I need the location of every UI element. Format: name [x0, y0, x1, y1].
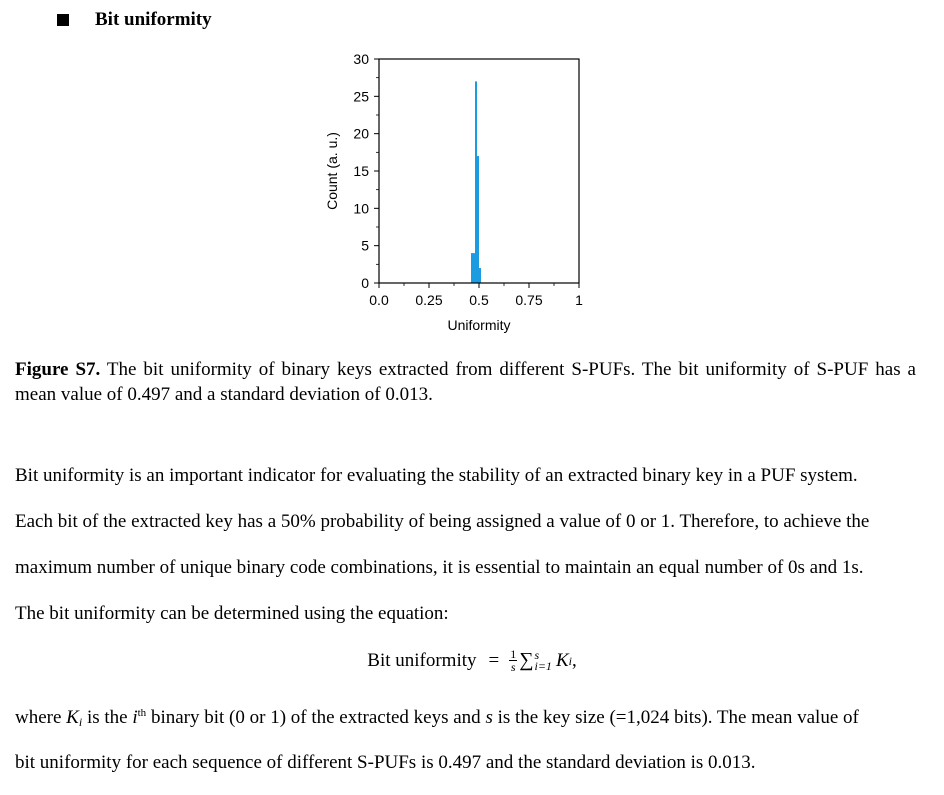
- paragraph-line-3: maximum number of unique binary code com…: [15, 557, 864, 578]
- equation-lhs: Bit uniformity: [367, 649, 477, 671]
- p5-i: i: [132, 707, 138, 728]
- paragraph-line-4: The bit uniformity can be determined usi…: [15, 603, 449, 624]
- y-tick-label: 15: [353, 163, 369, 179]
- summation-upper: s: [534, 647, 540, 662]
- p5-text-b: is the: [82, 707, 133, 728]
- p5-K: K: [66, 707, 79, 728]
- x-tick-label: 0.25: [415, 292, 442, 308]
- uniformity-histogram: 0 5 10 15 20 25 30 0.0 0.25 0.5 0.75 1 Uniformity Cou…: [324, 51, 583, 333]
- plot-area: 0 5 10 15 20 25 30 0.0 0.25 0.5 0.75 1 Uniformity Cou…: [324, 51, 583, 333]
- y-tick-label: 20: [353, 126, 369, 142]
- p5-s: s: [485, 707, 493, 728]
- summation-limits: s i=1: [534, 647, 552, 673]
- equation-fraction: 1 s: [509, 647, 518, 674]
- histogram-bar: [475, 81, 477, 284]
- summation-lower: i=1: [534, 658, 552, 673]
- square-bullet-icon: [57, 14, 69, 26]
- section-heading: Bit uniformity: [57, 8, 212, 32]
- y-axis-label: Count (a. u.): [324, 132, 340, 210]
- y-tick-label: 10: [353, 200, 369, 216]
- figure-caption: Figure S7. The bit uniformity of binary …: [15, 357, 916, 407]
- p5-th-superscript: th: [137, 707, 147, 719]
- fraction-numerator: 1: [509, 647, 518, 661]
- section-title: Bit uniformity: [95, 9, 212, 30]
- equation-K: K: [555, 649, 569, 671]
- p5-K-subscript: i: [78, 715, 83, 729]
- paragraph-line-5: where Ki is the ith binary bit (0 or 1) …: [15, 706, 916, 730]
- x-tick-label: 1: [575, 292, 583, 308]
- x-axis-label: Uniformity: [447, 317, 510, 333]
- fraction-denominator: s: [510, 660, 516, 674]
- equation-trailing-comma: ,: [571, 649, 577, 671]
- y-tick-label: 0: [361, 275, 369, 291]
- p5-text-a: where: [15, 707, 67, 728]
- p5-text-d: is the key size (=1,024 bits). The mean …: [492, 707, 859, 728]
- caption-text: The bit uniformity of binary keys extrac…: [15, 359, 916, 405]
- paragraph-line-6: bit uniformity for each sequence of diff…: [15, 752, 756, 773]
- figure-label: Figure S7.: [15, 359, 101, 380]
- summation-symbol: ∑: [519, 649, 534, 671]
- x-tick-label: 0.75: [515, 292, 542, 308]
- x-tick-label: 0.0: [369, 292, 389, 308]
- histogram-bar: [471, 253, 473, 283]
- paragraph-line-2: Each bit of the extracted key has a 50% …: [15, 511, 870, 532]
- y-tick-label: 30: [353, 51, 369, 67]
- y-tick-label: 25: [353, 88, 369, 104]
- histogram-bar: [479, 268, 481, 283]
- equation-equals: =: [488, 649, 500, 671]
- paragraph-line-1: Bit uniformity is an important indicator…: [15, 465, 858, 486]
- y-tick-label: 5: [361, 238, 369, 254]
- histogram-bar: [477, 156, 479, 283]
- x-tick-label: 0.5: [469, 292, 489, 308]
- histogram-bar: [473, 253, 475, 283]
- p5-text-c: binary bit (0 or 1) of the extracted key…: [146, 707, 486, 728]
